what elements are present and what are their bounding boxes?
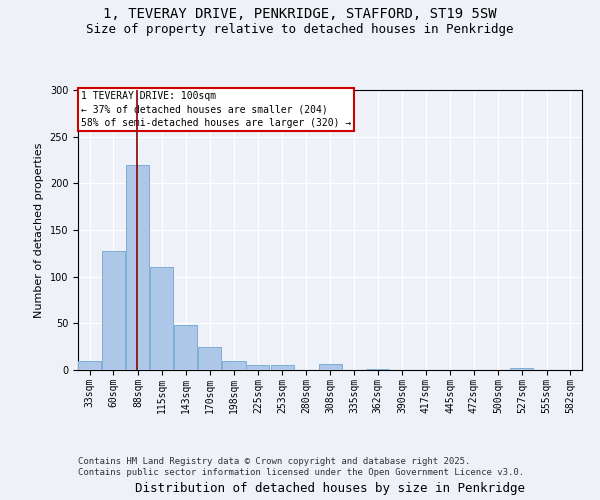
Bar bbox=[223, 360, 245, 370]
Text: Contains HM Land Registry data © Crown copyright and database right 2025.
Contai: Contains HM Land Registry data © Crown c… bbox=[78, 458, 524, 477]
Text: Distribution of detached houses by size in Penkridge: Distribution of detached houses by size … bbox=[135, 482, 525, 495]
Bar bbox=[150, 268, 173, 370]
Bar bbox=[101, 252, 125, 370]
Text: Size of property relative to detached houses in Penkridge: Size of property relative to detached ho… bbox=[86, 22, 514, 36]
Bar bbox=[246, 366, 269, 370]
Bar bbox=[174, 325, 197, 370]
Bar bbox=[319, 364, 342, 370]
Bar bbox=[271, 366, 293, 370]
Bar bbox=[366, 369, 389, 370]
Text: 1, TEVERAY DRIVE, PENKRIDGE, STAFFORD, ST19 5SW: 1, TEVERAY DRIVE, PENKRIDGE, STAFFORD, S… bbox=[103, 8, 497, 22]
Bar bbox=[126, 164, 149, 370]
Bar bbox=[510, 368, 533, 370]
Bar bbox=[198, 346, 221, 370]
Text: 1 TEVERAY DRIVE: 100sqm
← 37% of detached houses are smaller (204)
58% of semi-d: 1 TEVERAY DRIVE: 100sqm ← 37% of detache… bbox=[80, 92, 351, 128]
Y-axis label: Number of detached properties: Number of detached properties bbox=[34, 142, 44, 318]
Bar bbox=[78, 360, 101, 370]
